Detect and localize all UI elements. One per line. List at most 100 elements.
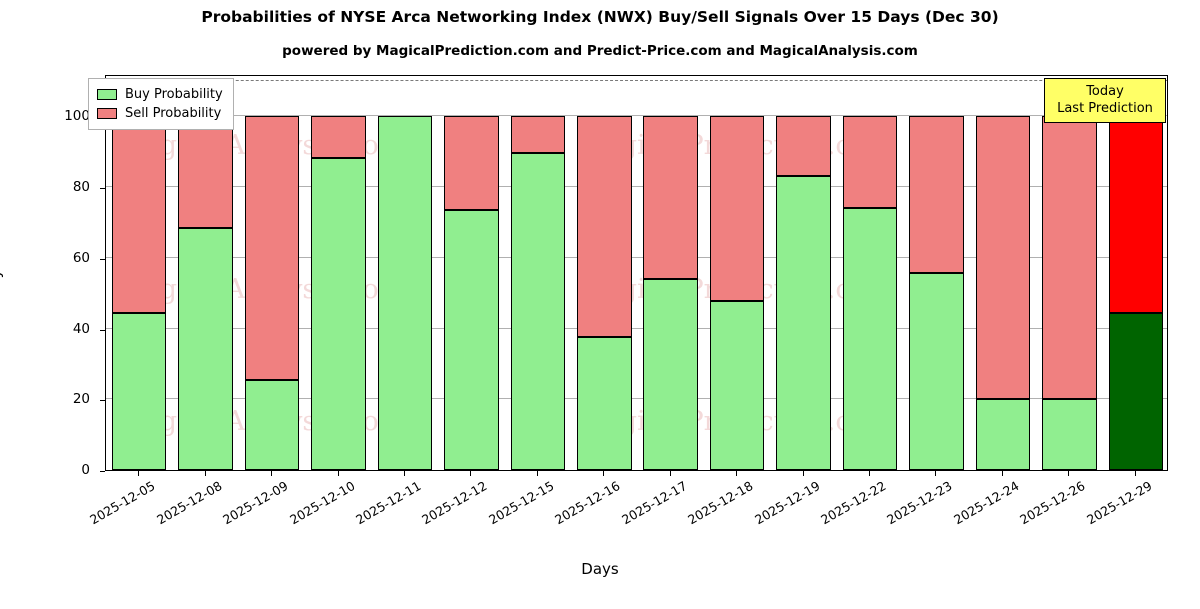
x-tick-mark	[403, 471, 405, 476]
bar-segment-sell[interactable]	[244, 116, 300, 380]
bar-segment-buy[interactable]	[842, 208, 898, 470]
bar-segment-buy[interactable]	[444, 210, 499, 470]
x-tick-label: 2025-12-26	[1017, 478, 1088, 528]
bar-group[interactable]	[842, 74, 898, 470]
y-tick-mark	[100, 258, 105, 260]
bar-segment-sell[interactable]	[111, 116, 167, 314]
bar-segment-buy[interactable]	[311, 157, 366, 470]
x-tick-mark	[138, 471, 140, 476]
x-tick-mark	[470, 471, 472, 476]
y-tick-mark	[100, 188, 105, 190]
x-tick-mark	[802, 471, 804, 476]
x-tick-label: 2025-12-23	[884, 478, 955, 528]
bar-group[interactable]	[178, 74, 233, 470]
reference-line	[106, 80, 1167, 82]
x-tick-label: 2025-12-10	[286, 478, 358, 528]
legend-item-buy: Buy Probability	[97, 85, 223, 104]
legend-label-buy: Buy Probability	[125, 87, 223, 102]
page-title: Probabilities of NYSE Arca Networking In…	[201, 8, 999, 26]
bar-group[interactable]	[444, 74, 499, 470]
bar-segment-buy[interactable]	[643, 279, 698, 470]
chart-subtitle: powered by MagicalPrediction.com and Pre…	[282, 43, 918, 59]
y-tick-label: 60	[72, 249, 90, 266]
x-tick-label: 2025-12-09	[220, 478, 291, 528]
legend-label-sell: Sell Probability	[125, 106, 222, 121]
bar-segment-sell[interactable]	[1042, 116, 1097, 400]
bar-group[interactable]	[111, 74, 167, 470]
bar-segment-buy[interactable]	[1042, 399, 1097, 470]
gridline	[106, 327, 1167, 329]
x-tick-mark	[536, 471, 538, 476]
x-tick-label: 2025-12-18	[685, 478, 756, 528]
x-tick-mark	[935, 471, 937, 476]
bar-group[interactable]	[1108, 74, 1163, 470]
x-tick-label: 2025-12-12	[419, 478, 490, 528]
bar-group[interactable]	[1042, 74, 1097, 470]
y-tick-label: 100	[64, 108, 90, 125]
bar-segment-buy[interactable]	[776, 176, 831, 470]
bar-segment-buy[interactable]	[709, 301, 765, 470]
bar-group[interactable]	[776, 74, 831, 470]
y-tick-mark	[100, 400, 105, 402]
x-tick-label: 2025-12-11	[353, 478, 424, 528]
today-label-line2: Last Prediction	[1057, 101, 1153, 116]
bar-segment-sell[interactable]	[1108, 116, 1163, 314]
x-tick-mark	[669, 471, 671, 476]
bar-group[interactable]	[377, 74, 433, 470]
legend: Buy Probability Sell Probability	[88, 78, 234, 130]
x-tick-mark	[204, 471, 206, 476]
today-annotation: Today Last Prediction	[1044, 78, 1166, 123]
x-tick-label: 2025-12-05	[87, 478, 158, 528]
bar-segment-sell[interactable]	[311, 116, 366, 158]
bar-segment-buy[interactable]	[510, 152, 566, 470]
bar-segment-sell[interactable]	[909, 116, 964, 274]
gridline	[106, 256, 1167, 258]
x-tick-mark	[1001, 471, 1003, 476]
bar-segment-sell[interactable]	[643, 116, 698, 280]
y-tick-label: 80	[72, 179, 90, 196]
bar-segment-buy[interactable]	[577, 336, 632, 470]
x-axis-label: Days	[581, 560, 619, 578]
bar-segment-sell[interactable]	[975, 116, 1031, 400]
bar-segment-buy[interactable]	[244, 379, 300, 470]
bar-segment-sell[interactable]	[709, 116, 765, 302]
bar-segment-buy[interactable]	[1108, 313, 1163, 470]
bar-segment-sell[interactable]	[577, 116, 632, 337]
legend-swatch-buy-icon	[97, 89, 117, 100]
bar-segment-buy[interactable]	[111, 313, 167, 470]
x-tick-mark	[603, 471, 605, 476]
x-tick-label: 2025-12-08	[153, 478, 225, 528]
bar-segment-buy[interactable]	[377, 116, 433, 470]
gridline	[106, 398, 1167, 400]
bar-segment-sell[interactable]	[776, 116, 831, 177]
x-tick-mark	[1068, 471, 1070, 476]
x-tick-label: 2025-12-16	[552, 478, 623, 528]
x-tick-label: 2025-12-19	[751, 478, 823, 528]
bar-segment-buy[interactable]	[909, 273, 964, 470]
bar-group[interactable]	[510, 74, 566, 470]
y-tick-label: 20	[72, 391, 90, 408]
x-tick-label: 2025-12-24	[950, 478, 1022, 528]
x-tick-label: 2025-12-22	[818, 478, 889, 528]
bar-group[interactable]	[311, 74, 366, 470]
bar-group[interactable]	[643, 74, 698, 470]
x-tick-label: 2025-12-29	[1083, 478, 1155, 528]
bar-group[interactable]	[975, 74, 1031, 470]
y-axis-label: Probability	[0, 269, 4, 349]
bar-group[interactable]	[709, 74, 765, 470]
bar-group[interactable]	[244, 74, 300, 470]
x-tick-mark	[337, 471, 339, 476]
bar-segment-buy[interactable]	[975, 399, 1031, 470]
bar-segment-sell[interactable]	[444, 116, 499, 211]
bar-group[interactable]	[909, 74, 964, 470]
plot-area: MagicalAnalysis.com MagicalPrediction.co…	[105, 75, 1168, 471]
today-label-line1: Today	[1086, 84, 1124, 99]
legend-item-sell: Sell Probability	[97, 104, 223, 123]
bar-segment-sell[interactable]	[842, 116, 898, 209]
bar-group[interactable]	[577, 74, 632, 470]
bar-segment-buy[interactable]	[178, 227, 233, 470]
bar-segment-sell[interactable]	[178, 116, 233, 228]
bar-segment-sell[interactable]	[510, 116, 566, 153]
x-tick-mark	[736, 471, 738, 476]
